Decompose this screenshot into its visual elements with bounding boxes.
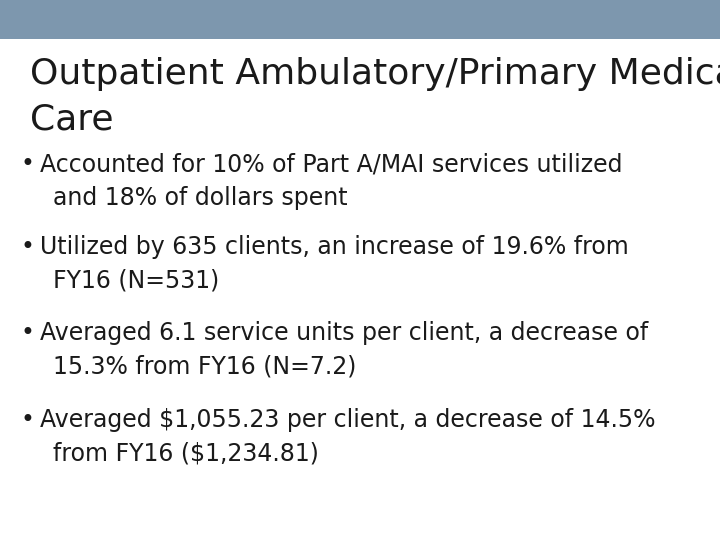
Text: Averaged $1,055.23 per client, a decrease of 14.5%: Averaged $1,055.23 per client, a decreas… — [40, 408, 655, 431]
Text: •: • — [20, 235, 35, 259]
Text: Accounted for 10% of Part A/MAI services utilized: Accounted for 10% of Part A/MAI services… — [40, 152, 622, 176]
Text: •: • — [20, 408, 35, 431]
Text: Averaged 6.1 service units per client, a decrease of: Averaged 6.1 service units per client, a… — [40, 321, 648, 345]
Text: FY16 (N=531): FY16 (N=531) — [53, 268, 219, 292]
Text: Outpatient Ambulatory/Primary Medical: Outpatient Ambulatory/Primary Medical — [30, 57, 720, 91]
Text: 15.3% from FY16 (N=7.2): 15.3% from FY16 (N=7.2) — [53, 355, 356, 379]
Text: and 18% of dollars spent: and 18% of dollars spent — [53, 186, 347, 210]
Text: Utilized by 635 clients, an increase of 19.6% from: Utilized by 635 clients, an increase of … — [40, 235, 629, 259]
Text: •: • — [20, 321, 35, 345]
Text: Care: Care — [30, 103, 114, 137]
Text: •: • — [20, 152, 35, 176]
Bar — [0, 0, 720, 39]
Text: from FY16 ($1,234.81): from FY16 ($1,234.81) — [53, 441, 318, 465]
